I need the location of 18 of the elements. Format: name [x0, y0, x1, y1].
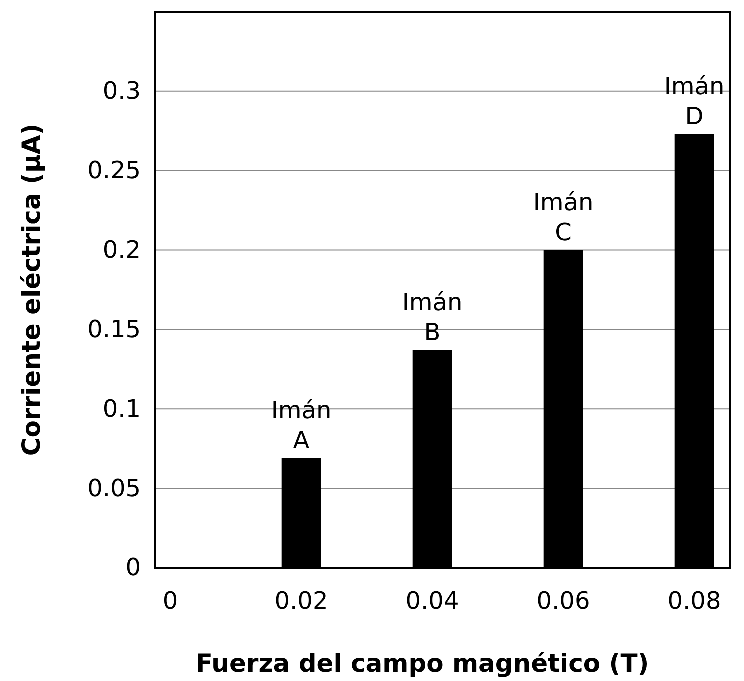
x-tick-label: 0.06: [536, 587, 590, 616]
annotation: Imán C: [533, 188, 594, 246]
y-tick-label: 0.15: [88, 315, 141, 344]
x-tick-label: 0: [162, 587, 178, 616]
y-tick-label: 0.25: [88, 156, 141, 185]
annotation: Imán D: [664, 72, 725, 130]
y-tick-label: 0.3: [102, 77, 141, 106]
x-axis-title: Fuerza del campo magnético (T): [196, 649, 650, 678]
x-tick-label: 0.02: [274, 587, 328, 616]
x-tick-label: 0.04: [406, 587, 460, 616]
annotation: Imán A: [271, 396, 332, 454]
y-axis-title: Corriente eléctrica (μA): [17, 124, 46, 456]
annotation: Imán B: [402, 288, 463, 346]
y-tick-label: 0.05: [88, 474, 141, 502]
y-tick-label: 0: [126, 554, 141, 582]
y-tick-label: 0.2: [102, 236, 141, 264]
x-tick-label: 0.08: [668, 587, 722, 616]
y-tick-label: 0.1: [102, 394, 141, 423]
